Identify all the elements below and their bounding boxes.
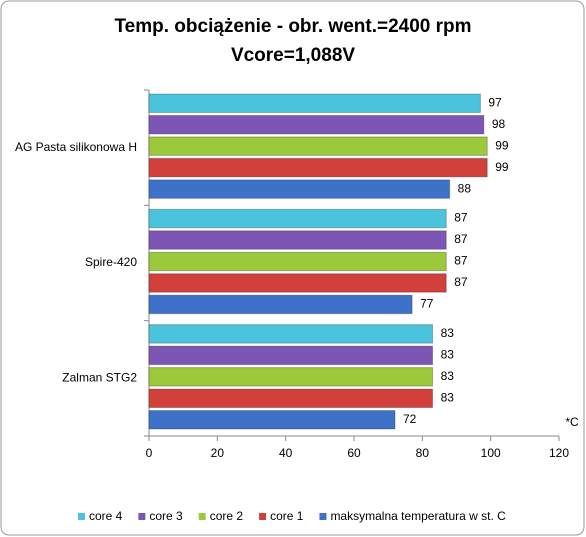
- bar: [148, 410, 396, 430]
- value-label: 83: [441, 326, 455, 340]
- x-tick-label: 40: [279, 446, 293, 460]
- legend-swatch: [259, 513, 267, 520]
- legend-label: core 3: [149, 509, 183, 523]
- bar: [148, 230, 447, 250]
- bar: [148, 157, 488, 178]
- bar: [148, 345, 434, 366]
- legend-label: core 2: [210, 509, 244, 523]
- legend-label: core 4: [89, 509, 123, 523]
- legend-swatch: [198, 513, 206, 520]
- legend-swatch: [138, 513, 146, 520]
- bar: [148, 388, 434, 409]
- legend-swatch: [319, 513, 327, 520]
- value-label: 77: [420, 297, 434, 311]
- value-label: 83: [441, 348, 455, 362]
- value-label: 87: [454, 232, 468, 246]
- value-label: 88: [458, 181, 472, 195]
- legend-label: maksymalna temperatura w st. C: [330, 509, 506, 523]
- value-label: 99: [495, 138, 509, 152]
- bar: [148, 136, 488, 156]
- value-label: 99: [495, 160, 509, 174]
- value-label: 87: [454, 275, 468, 289]
- value-label: 97: [488, 95, 502, 109]
- value-label: 87: [454, 211, 468, 225]
- chart-title: Vcore=1,088V: [231, 45, 355, 66]
- x-tick-label: 80: [416, 446, 430, 460]
- y-tick-label: Spire-420: [85, 255, 137, 269]
- value-label: 87: [454, 254, 468, 268]
- bar: [148, 93, 481, 113]
- x-tick-label: 120: [549, 446, 569, 460]
- y-tick-label: Zalman STG2: [62, 371, 137, 385]
- bar: [148, 294, 413, 315]
- value-label: 72: [403, 412, 417, 426]
- bar: [148, 179, 451, 199]
- bar: [148, 251, 447, 272]
- x-tick-label: 20: [211, 446, 225, 460]
- bar: [148, 114, 485, 135]
- y-tick-label: AG Pasta silikonowa H: [15, 140, 137, 154]
- bar: [148, 367, 434, 387]
- bar: [148, 324, 434, 344]
- legend-swatch: [78, 513, 85, 520]
- value-label: 83: [441, 390, 455, 404]
- value-label: 83: [441, 369, 455, 383]
- chart-title: Temp. obciążenie - obr. went.=2400 rpm: [114, 16, 471, 37]
- bar: [148, 273, 447, 293]
- x-tick-label: 0: [146, 446, 153, 460]
- legend-label: core 1: [270, 509, 304, 523]
- x-tick-label: 60: [347, 446, 361, 460]
- x-tick-label: 100: [481, 446, 501, 460]
- bar: [148, 208, 447, 229]
- x-axis-label: *C: [565, 415, 579, 429]
- value-label: 98: [492, 117, 506, 131]
